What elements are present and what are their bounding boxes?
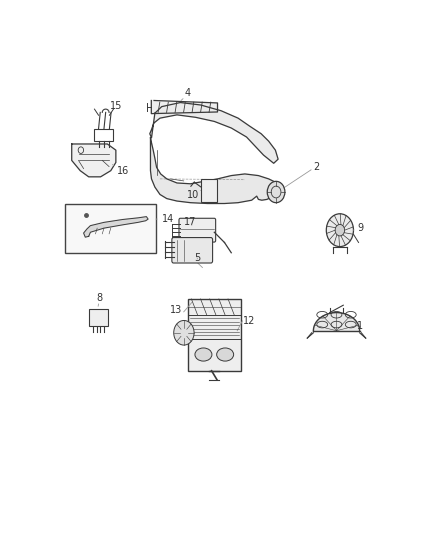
Text: 14: 14 (162, 214, 175, 224)
Bar (89, 309, 108, 326)
FancyBboxPatch shape (172, 238, 212, 263)
Bar (96, 312, 100, 325)
Text: 16: 16 (117, 166, 129, 176)
Ellipse shape (195, 348, 212, 361)
Polygon shape (314, 312, 360, 330)
Bar (102, 312, 106, 325)
Polygon shape (72, 144, 116, 177)
Bar (201, 179, 217, 201)
Circle shape (174, 320, 194, 345)
Text: 13: 13 (170, 305, 182, 315)
Text: 2: 2 (314, 163, 320, 172)
Bar (91, 312, 95, 325)
Text: 8: 8 (97, 293, 103, 303)
Text: 1: 1 (357, 321, 363, 331)
Bar (95, 129, 113, 141)
Polygon shape (84, 216, 148, 237)
Text: 9: 9 (357, 223, 363, 233)
Circle shape (267, 181, 285, 203)
Polygon shape (151, 138, 277, 204)
Bar (188, 299, 240, 371)
Text: 4: 4 (185, 88, 191, 98)
FancyBboxPatch shape (179, 219, 215, 242)
Polygon shape (150, 102, 278, 163)
Circle shape (326, 214, 353, 247)
Text: 12: 12 (243, 316, 255, 326)
Circle shape (335, 224, 345, 236)
Text: 17: 17 (184, 217, 196, 227)
Text: 10: 10 (187, 190, 199, 200)
Text: 15: 15 (110, 101, 122, 111)
Bar (65, 204, 156, 253)
Ellipse shape (217, 348, 233, 361)
Polygon shape (151, 101, 218, 114)
Text: 5: 5 (194, 253, 201, 263)
